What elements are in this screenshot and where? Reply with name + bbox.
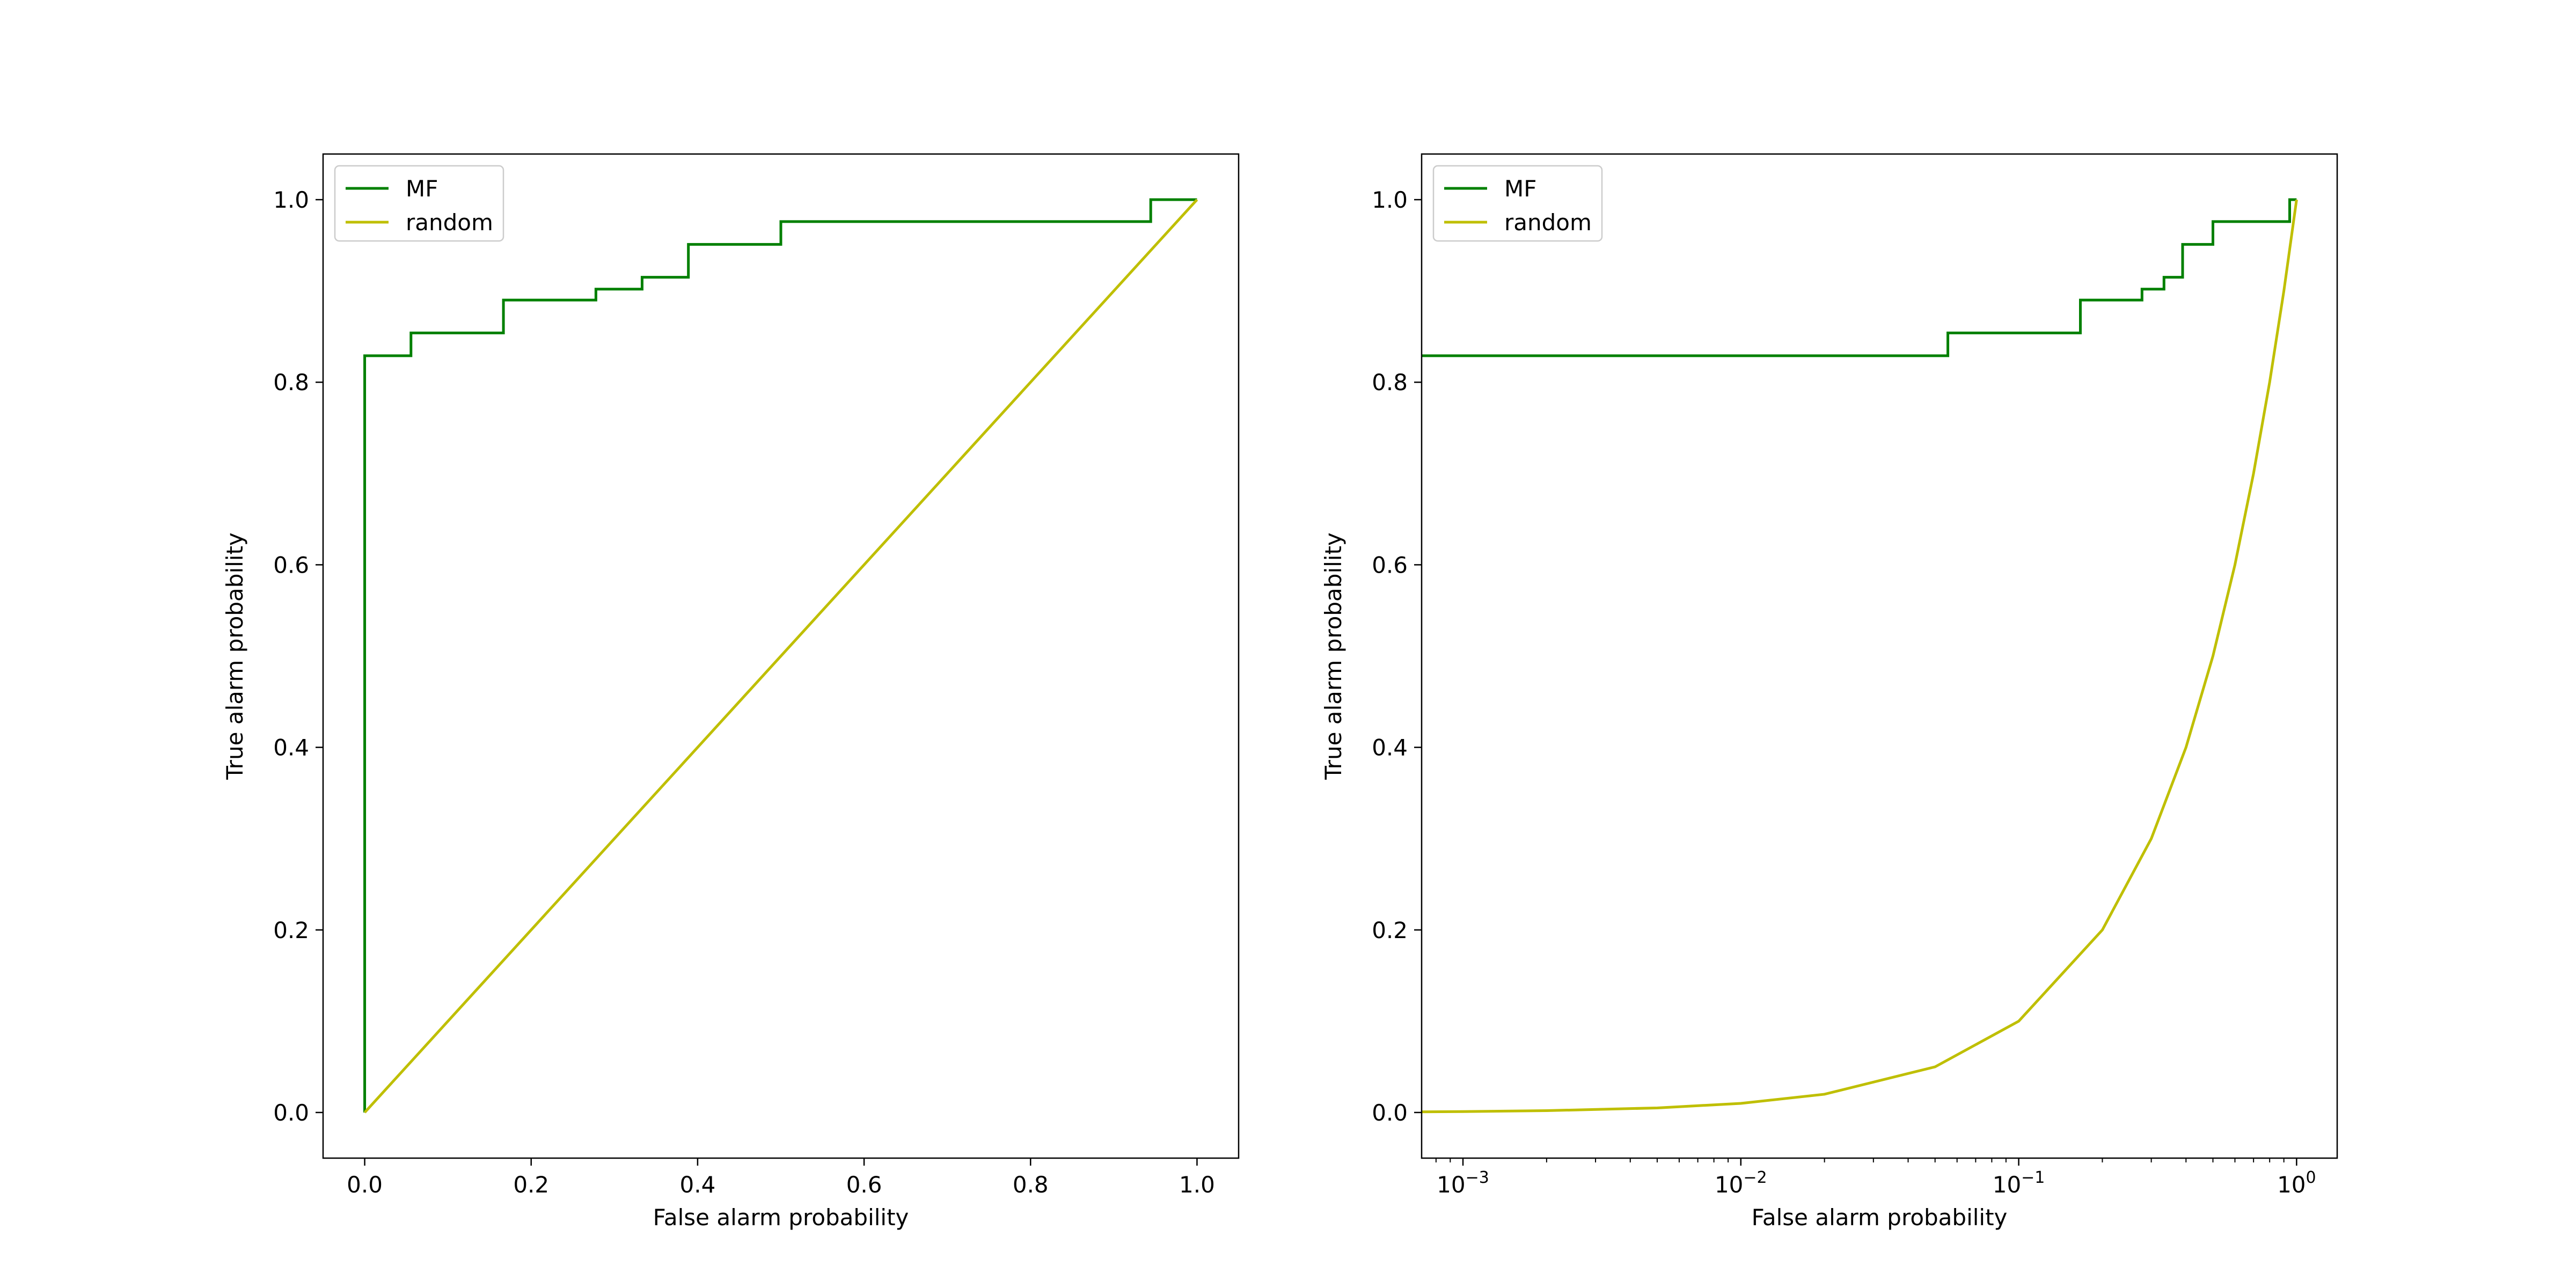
legend-label-mf: MF: [1504, 175, 1536, 202]
x-tick-label: 0.4: [680, 1172, 716, 1198]
x-tick-label: 10−1: [1993, 1168, 2045, 1198]
plots: 0.0 0.2 0.4 0.6 0.8 1.0 0.0 0.2 0.4 0.6 0.8 1.0 Fals…: [222, 153, 2338, 1231]
series-line-random: [363, 199, 1198, 1114]
x-tick-label: 0.6: [846, 1172, 882, 1198]
x-tick-label: 0.8: [1013, 1172, 1049, 1198]
x-tick-label: 100: [2277, 1168, 2316, 1198]
x-tick-label: 0.2: [513, 1172, 549, 1198]
series-line-random: [1422, 199, 2298, 1114]
y-tick-label: 0.6: [273, 552, 309, 578]
subplot-linear: 0.0 0.2 0.4 0.6 0.8 1.0 0.0 0.2 0.4 0.6 0.8 1.0 Fals…: [222, 153, 1240, 1231]
legend-label-random: random: [1504, 209, 1592, 236]
x-axis-label: False alarm probability: [1752, 1204, 2008, 1231]
y-tick-label: 0.8: [273, 369, 309, 396]
y-tick-label: 0.4: [273, 735, 309, 761]
legend: MF random: [1432, 165, 1603, 242]
x-tick-label: 10−3: [1437, 1168, 1489, 1198]
y-tick-label: 0.4: [1372, 735, 1408, 761]
legend: MF random: [334, 165, 504, 242]
subplot-log: 10−3 10−2 10−1 100 0.0 0.2 0.4 0.6 0.8 1.0 False a…: [1320, 153, 2338, 1231]
series-line-mf: [1422, 198, 2297, 357]
y-tick-label: 0.6: [1372, 552, 1408, 578]
x-axis-label: False alarm probability: [653, 1204, 909, 1231]
x-tick-label: 1.0: [1179, 1172, 1215, 1198]
y-tick-label: 0.0: [1372, 1100, 1408, 1126]
legend-label-random: random: [406, 209, 493, 236]
y-axis-label: True alarm probability: [1320, 532, 1346, 780]
y-tick-label: 0.0: [273, 1100, 309, 1126]
x-tick-label: 10−2: [1715, 1168, 1767, 1198]
axes-frame: [1421, 153, 2338, 1159]
y-tick-label: 0.2: [1372, 917, 1408, 943]
series-line-mf: [363, 198, 1197, 1113]
legend-label-mf: MF: [406, 175, 438, 202]
y-axis-label: True alarm probability: [222, 532, 248, 780]
y-tick-label: 1.0: [273, 187, 309, 213]
y-tick-label: 0.2: [273, 917, 309, 943]
y-tick-label: 1.0: [1372, 187, 1408, 213]
axes-frame: [322, 153, 1240, 1159]
y-tick-label: 0.8: [1372, 369, 1408, 396]
x-tick-label: 0.0: [347, 1172, 383, 1198]
